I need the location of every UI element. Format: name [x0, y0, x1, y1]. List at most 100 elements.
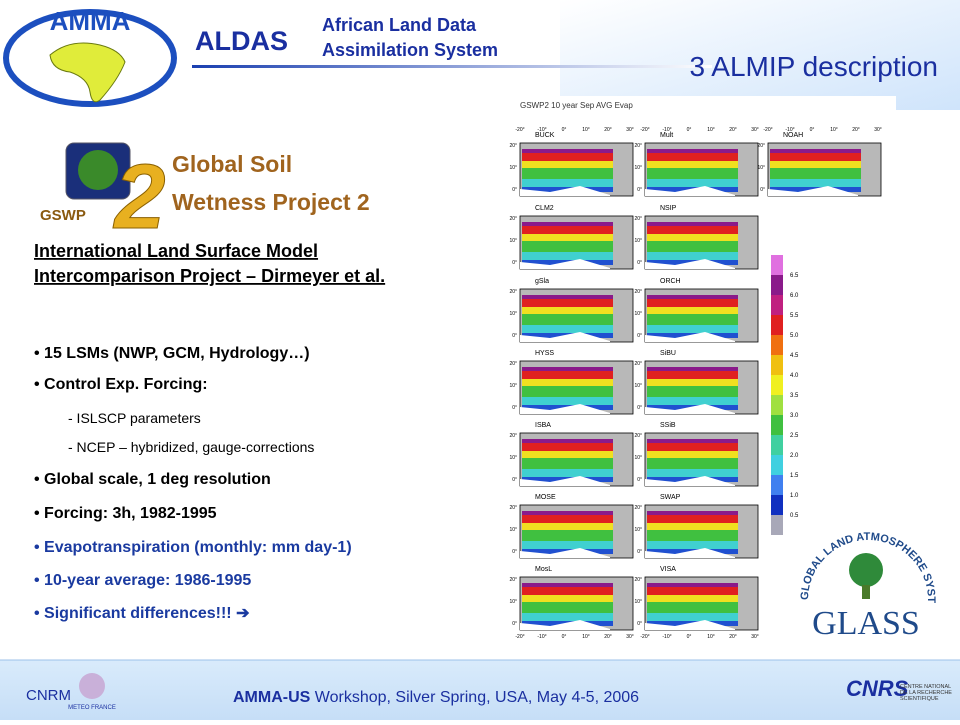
lat-label: 10°: [757, 165, 765, 171]
lat-label: 10°: [509, 599, 517, 605]
acronym: ALDAS: [195, 26, 288, 56]
map-band: [522, 515, 613, 523]
map-coast: [645, 186, 735, 196]
lat-label: 20°: [757, 143, 765, 149]
map-band: [522, 443, 613, 451]
map-band: [647, 222, 738, 226]
colorbar-cell: [771, 395, 783, 415]
lat-label: 10°: [509, 238, 517, 244]
lat-label: 10°: [634, 527, 642, 533]
gswp-numeral: 2: [112, 146, 165, 248]
map-band: [647, 153, 738, 161]
map-band: [647, 386, 738, 397]
lon-label: 0°: [562, 634, 567, 640]
logo-africa: [49, 42, 126, 103]
lat-label: 20°: [634, 505, 642, 511]
header-rule: [192, 65, 712, 68]
bullet: • Control Exp. Forcing:: [34, 376, 208, 393]
panel-label: Mult: [660, 132, 673, 139]
panel-label: BUCK: [535, 132, 555, 139]
lat-label: 0°: [512, 621, 517, 627]
lon-label: 10°: [582, 634, 590, 640]
bullet: - ISLSCP parameters: [68, 410, 201, 426]
lat-label: 0°: [637, 260, 642, 266]
lon-label: 10°: [830, 127, 838, 133]
colorbar-cell: [771, 275, 783, 295]
panel-label: NSIP: [660, 205, 677, 212]
map-band: [647, 530, 738, 541]
map-band: [647, 179, 738, 187]
map-band: [522, 595, 613, 602]
map-band: [647, 234, 738, 241]
bullet: • Global scale, 1 deg resolution: [34, 471, 271, 488]
colorbar-label: 1.0: [790, 493, 799, 499]
lat-label: 10°: [509, 311, 517, 317]
map-band: [522, 367, 613, 371]
map-band: [522, 530, 613, 541]
map-band: [647, 367, 738, 371]
map-band: [770, 168, 861, 179]
map-coast: [520, 404, 610, 414]
glass-bg: [796, 528, 940, 672]
footer-band: [0, 660, 960, 720]
map-band: [647, 371, 738, 379]
map-band: [522, 583, 613, 587]
map-band: [647, 325, 738, 333]
map-band: [522, 523, 613, 530]
map-band: [770, 179, 861, 187]
colorbar-cell: [771, 335, 783, 355]
lat-label: 0°: [637, 187, 642, 193]
map-band: [522, 295, 613, 299]
intro-line: International Land Surface Model: [34, 241, 318, 261]
map-band: [647, 439, 738, 443]
lon-label: 30°: [874, 127, 882, 133]
meteo-text: METEO FRANCE: [68, 705, 116, 711]
lat-label: 10°: [634, 311, 642, 317]
lon-label: -20°: [763, 127, 772, 133]
lat-label: 20°: [634, 361, 642, 367]
lon-label: 0°: [687, 127, 692, 133]
map-band: [522, 168, 613, 179]
lat-label: 0°: [760, 187, 765, 193]
map-band: [647, 469, 738, 477]
colorbar-label: 3.0: [790, 413, 799, 419]
map-band: [522, 587, 613, 595]
colorbar-cell: [771, 355, 783, 375]
lon-label: -20°: [640, 127, 649, 133]
lat-label: 20°: [509, 216, 517, 222]
map-band: [647, 299, 738, 307]
map-band: [647, 613, 738, 621]
map-coast: [768, 186, 858, 196]
lat-label: 10°: [509, 165, 517, 171]
lat-label: 0°: [512, 405, 517, 411]
colorbar-cell: [771, 255, 783, 275]
map-band: [647, 583, 738, 587]
map-band: [647, 226, 738, 234]
panel-label: MOSE: [535, 494, 556, 501]
lat-label: 0°: [637, 549, 642, 555]
colorbar-label: 5.5: [790, 313, 799, 319]
panel-label: ISBA: [535, 422, 551, 429]
panel-label: SSiB: [660, 422, 676, 429]
map-band: [647, 587, 738, 595]
map-band: [647, 443, 738, 451]
map-band: [770, 161, 861, 168]
lon-label: 20°: [604, 127, 612, 133]
map-band: [522, 234, 613, 241]
lon-label: -10°: [537, 634, 546, 640]
map-band: [522, 451, 613, 458]
panel-label: ORCH: [660, 278, 681, 285]
lon-label: 30°: [751, 127, 759, 133]
map-band: [647, 397, 738, 405]
lon-label: 0°: [810, 127, 815, 133]
lon-label: 30°: [751, 634, 759, 640]
map-band: [522, 458, 613, 469]
bullet: • 15 LSMs (NWP, GCM, Hydrology…): [34, 345, 310, 362]
lat-label: 20°: [634, 577, 642, 583]
event: AMMA-US Workshop, Silver Spring, USA, Ma…: [233, 689, 639, 706]
colorbar-label: 1.5: [790, 473, 799, 479]
lon-label: -10°: [662, 634, 671, 640]
panel-label: SiBU: [660, 350, 676, 357]
logo-text: AMMA: [50, 6, 131, 36]
